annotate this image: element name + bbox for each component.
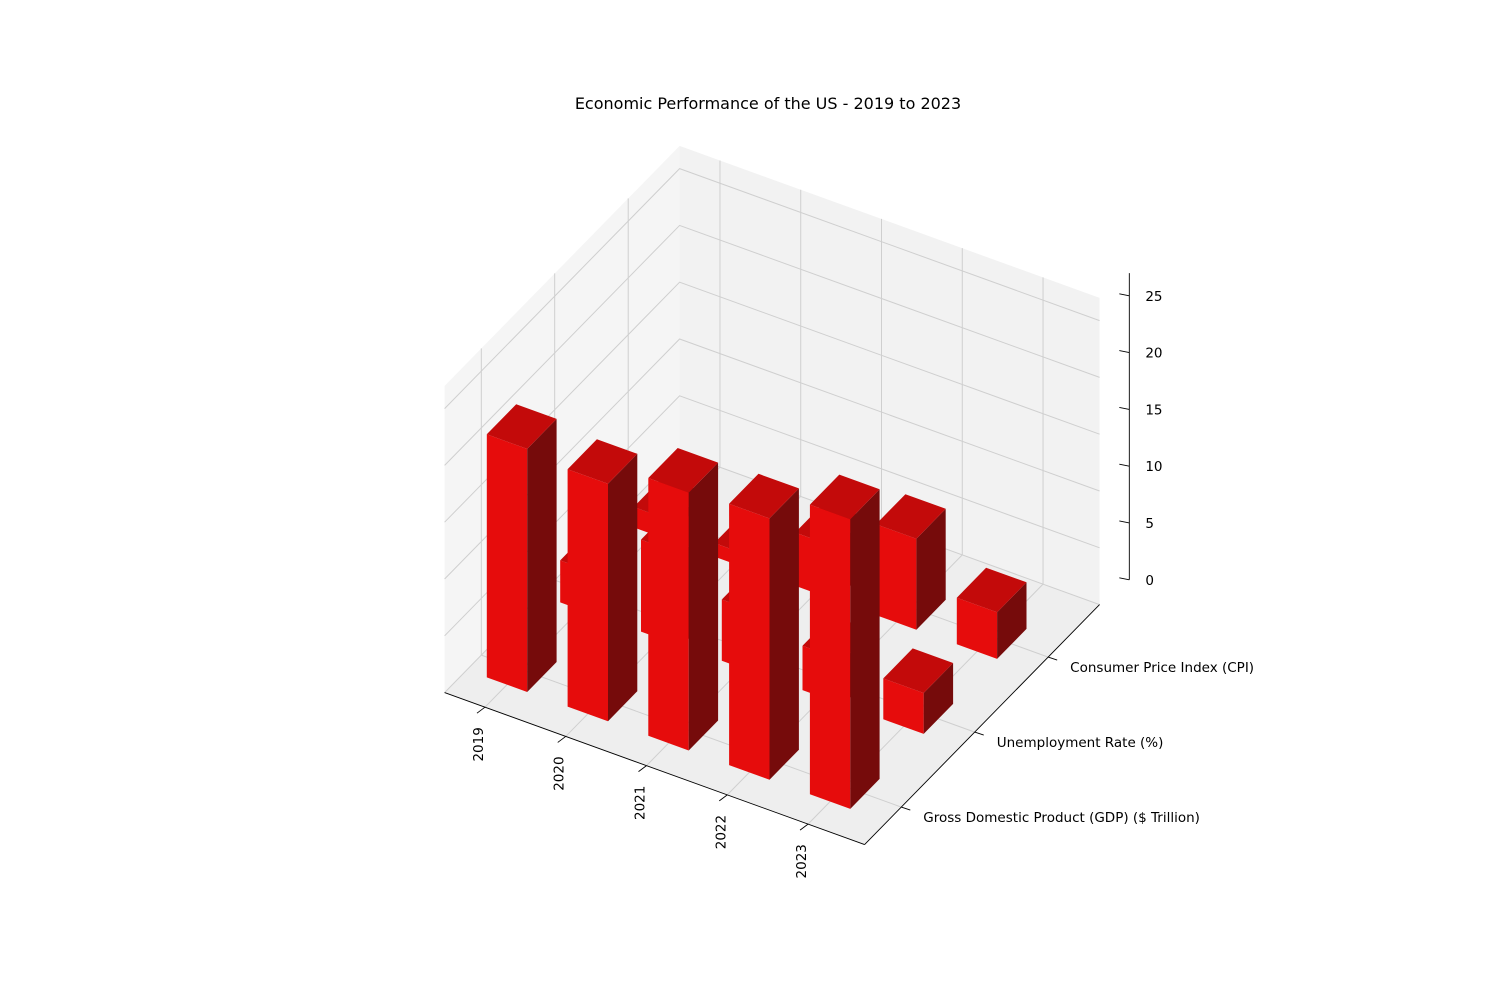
z-tick-mark <box>1119 577 1130 581</box>
x-axis-line <box>444 692 865 846</box>
bar-top-face <box>729 473 799 519</box>
y-tick-label: Consumer Price Index (CPI) <box>1070 660 1254 676</box>
bar-front-face <box>648 478 689 751</box>
bar-front-face <box>876 524 917 630</box>
x-tick-mark <box>719 794 728 802</box>
x-tick-label: 2021 <box>633 786 649 820</box>
grid-line <box>444 224 1100 466</box>
bars <box>486 404 1027 809</box>
z-tick-mark <box>1119 520 1130 524</box>
bar-top-face <box>883 648 954 693</box>
x-tick-label: 2022 <box>713 815 729 849</box>
bar-2022-series-0 <box>729 473 799 780</box>
axis-lines <box>444 273 1130 846</box>
bar-side-face <box>608 453 638 722</box>
z-tick-label: 5 <box>1145 516 1154 532</box>
bar-2023-series-2 <box>956 567 1027 659</box>
bar-2021-series-0 <box>648 448 719 751</box>
bar-2020-series-0 <box>567 439 638 722</box>
x-tick-label: 2023 <box>794 844 810 878</box>
bar-2022-series-2 <box>876 494 946 630</box>
bar-side-face <box>769 488 799 780</box>
bar-front-face <box>567 469 608 722</box>
x-tick-mark <box>476 706 486 714</box>
bar-side-face <box>997 582 1027 659</box>
bar-side-face <box>850 489 880 809</box>
bar-front-face <box>809 504 851 809</box>
z-tick-label: 0 <box>1145 573 1154 589</box>
z-tick-label: 10 <box>1145 459 1162 475</box>
z-tick-label: 15 <box>1145 402 1162 418</box>
tick-labels: 2019 2020 2021 2022 2023 Gross Domestic Produ… <box>471 289 1254 879</box>
bar-top-face <box>876 494 946 539</box>
bar-2023-series-0 <box>809 474 880 809</box>
z-tick-mark <box>1119 293 1130 297</box>
x-tick-mark <box>638 765 647 773</box>
z-tick-mark <box>1119 463 1130 467</box>
grid-line <box>444 168 1100 409</box>
bar-2023-series-1 <box>883 648 954 734</box>
y-axis-line <box>864 604 1100 845</box>
bar-front-face <box>956 597 998 659</box>
bar-top-face <box>648 448 719 493</box>
bar-side-face <box>527 418 557 692</box>
z-tick-label: 20 <box>1145 346 1162 362</box>
bar-top-face <box>956 567 1027 613</box>
y-tick-label: Unemployment Rate (%) <box>997 735 1164 751</box>
bar-side-face <box>923 663 954 734</box>
chart-title: Economic Performance of the US - 2019 to… <box>574 94 962 113</box>
bar-top-face <box>567 439 638 484</box>
bar-front-face <box>486 434 528 692</box>
bar-top-face <box>486 404 557 449</box>
bar-side-face <box>916 508 946 630</box>
y-tick-mark <box>1048 656 1058 661</box>
bar-front-face <box>729 503 770 780</box>
z-tick-mark <box>1119 350 1130 354</box>
y-tick-mark <box>901 806 911 811</box>
x-tick-label: 2020 <box>552 756 568 790</box>
x-tick-mark <box>557 736 567 743</box>
z-tick-label: 25 <box>1145 289 1162 305</box>
y-tick-mark <box>974 731 984 736</box>
bar-side-face <box>688 462 719 751</box>
bar-front-face <box>883 678 924 734</box>
x-tick-mark <box>799 823 809 831</box>
x-tick-label: 2019 <box>471 727 487 761</box>
bar-top-face <box>809 474 880 520</box>
y-tick-label: Gross Domestic Product (GDP) ($ Trillion… <box>923 810 1200 826</box>
bar-2019-series-0 <box>486 404 557 692</box>
z-tick-mark <box>1119 406 1130 410</box>
